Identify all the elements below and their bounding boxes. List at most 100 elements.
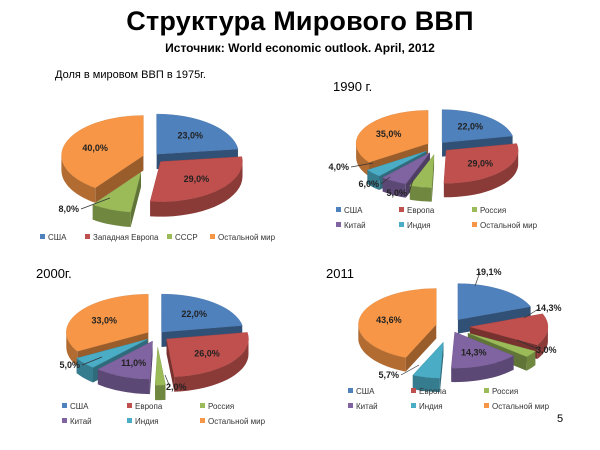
svg-text:Китай: Китай [344,221,366,230]
slide-subtitle: Источник: World economic outlook. April,… [165,41,435,55]
data-label-rest-of-world: 40,0% [82,143,108,153]
slice-europe [166,332,249,392]
svg-text:Остальной мир: Остальной мир [218,233,276,242]
legend-item-usa: США [348,387,375,396]
data-label-india: 5,7% [378,370,399,380]
legend-item-china: Китай [62,417,92,426]
data-label-europe: 26,0% [194,348,220,358]
slice-russia [154,347,166,401]
svg-text:Индия: Индия [419,402,443,411]
legend-pie-1975: США Западная Европа СССР Остальной мир [40,233,276,242]
pie-1975: 23,0% 29,0% 8,0% 40,0% США Западная Европа ССС… [40,113,276,242]
leader-line-europe [523,307,541,319]
slice-russia [409,154,435,202]
legend-item-usa: США [40,233,67,242]
leader-line-russia [408,179,414,194]
leader-line-usa [474,271,481,287]
slice-china [451,331,515,383]
svg-text:США: США [356,387,375,396]
svg-text:США: США [70,402,89,411]
legend-item-india: Индия [399,221,431,230]
data-label-usa: 22,0% [458,122,484,132]
slice-rest-of-world [358,288,437,372]
svg-text:Россия: Россия [492,387,518,396]
data-label-west-europe: 29,0% [184,174,210,184]
data-label-india: 4,0% [328,162,349,172]
legend-item-russia: Россия [472,206,506,215]
data-label-rest-of-world: 43,6% [376,315,402,325]
legend-item-usa: США [336,206,363,215]
legend-item-europe: Европа [127,402,163,411]
svg-text:США: США [48,233,67,242]
pie-2011: 19,1% 14,3% 3,0% 14,3% 5,7% 43,6% США Европа Рос… [348,267,562,411]
data-label-ussr: 8,0% [58,204,79,214]
svg-text:Россия: Россия [480,206,506,215]
data-label-europe: 29,0% [468,158,494,168]
svg-text:Европа: Европа [407,206,435,215]
slice-ussr [92,171,142,228]
svg-text:Западная Европа: Западная Европа [93,233,159,242]
data-label-india: 5,0% [59,360,80,370]
data-label-china: 6,0% [358,179,379,189]
pie-1990: 22,0% 29,0% 5,0% 6,0% 4,0% 35,0% США Европа Росс… [328,109,538,230]
legend-item-ussr: СССР [167,233,198,242]
svg-text:Остальной мир: Остальной мир [492,402,550,411]
svg-text:Китай: Китай [70,417,92,426]
data-label-europe: 14,3% [536,303,562,313]
leader-line-ussr [80,197,111,210]
legend-item-russia: Россия [200,402,234,411]
legend-item-china: Китай [348,402,378,411]
legend-item-europe: Европа [399,206,435,215]
legend-item-rest-of-world: Остальной мир [484,402,550,411]
leader-line-china [380,176,391,185]
data-label-russia: 5,0% [386,188,407,198]
svg-text:СССР: СССР [175,233,198,242]
legend-item-india: Индия [127,417,159,426]
data-label-china: 11,0% [121,358,146,368]
legend-item-rest-of-world: Остальной мир [200,417,266,426]
pie-2000: 22,0% 26,0% 2,0% 11,0% 5,0% 33,0% США Европа Рос… [59,293,266,426]
slice-china [97,340,153,395]
data-label-rest-of-world: 33,0% [92,316,118,326]
legend-item-china: Китай [336,221,366,230]
slide-title: Структура Мирового ВВП [126,6,474,36]
legend-item-rest-of-world: Остальной мир [472,221,538,230]
svg-text:Россия: Россия [208,402,234,411]
legend-item-west-europe: Западная Европа [85,233,159,242]
legend-item-rest-of-world: Остальной мир [210,233,276,242]
data-label-usa: 19,1% [476,267,502,277]
data-label-china: 14,3% [461,348,487,358]
legend-item-india: Индия [411,402,443,411]
svg-text:Европа: Европа [419,387,447,396]
leader-line-india [350,162,374,168]
legend-item-usa: США [62,402,89,411]
leader-line-russia [164,374,171,388]
data-label-russia: 2,0% [166,382,187,392]
svg-text:США: США [344,206,363,215]
legend-pie-2000: США Европа Россия Китай Индия Остальной мир [62,402,266,426]
svg-text:Европа: Европа [135,402,163,411]
svg-text:Китай: Китай [356,402,378,411]
panel-label-2011: 2011 [326,266,354,281]
svg-text:Индия: Индия [135,417,159,426]
leader-line-russia [516,339,541,351]
svg-text:Индия: Индия [407,221,431,230]
data-label-usa: 22,0% [181,309,207,319]
slice-west-europe [149,156,243,217]
panel-label-1975: Доля в мировом ВВП в 1975г. [55,69,206,81]
page-number: 5 [557,413,564,425]
slice-india [412,341,444,393]
leader-line-india [81,356,103,366]
svg-text:Остальной мир: Остальной мир [208,417,266,426]
data-label-usa: 23,0% [178,131,204,141]
legend-pie-1990: США Европа Россия Китай Индия Остальной мир [336,206,538,230]
slice-rest-of-world [61,115,144,203]
slice-europe [443,143,519,198]
data-label-rest-of-world: 35,0% [376,129,402,139]
data-label-russia: 3,0% [536,345,557,355]
svg-text:Остальной мир: Остальной мир [480,221,538,230]
legend-pie-2011: США Европа Россия Китай Индия Остальной мир [348,387,550,411]
panel-label-1990: 1990 г. [333,79,373,94]
legend-item-europe: Европа [411,387,447,396]
